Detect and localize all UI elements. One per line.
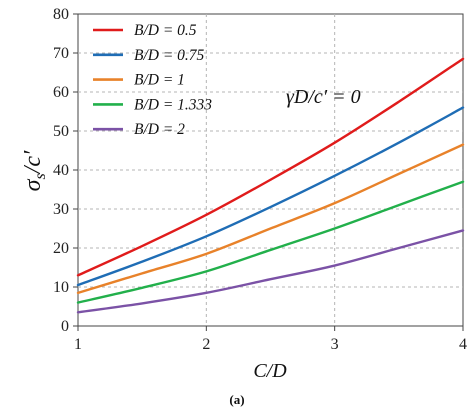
x-tick-label-3: 4 — [459, 336, 467, 353]
x-tick-label-0: 1 — [74, 336, 82, 353]
series-line-1 — [76, 106, 465, 287]
y-tick-label-1: 10 — [53, 279, 69, 296]
legend-label-3: B/D = 1.333 — [134, 96, 212, 113]
y-tick-label-5: 50 — [53, 123, 69, 140]
annotation: γD/c′ = 0 — [286, 86, 361, 108]
figure-caption: (a) — [229, 392, 244, 407]
y-tick-label-8: 80 — [53, 6, 69, 23]
x-axis-title: C/D — [253, 360, 287, 382]
series-lines — [76, 57, 465, 314]
x-tick-label-2: 3 — [331, 336, 339, 353]
y-tick-label-4: 40 — [53, 162, 69, 179]
series-line-3 — [76, 180, 465, 304]
legend-label-0: B/D = 0.5 — [134, 22, 197, 39]
y-tick-label-3: 30 — [53, 201, 69, 218]
y-axis-title: σs/c′ — [20, 150, 49, 191]
y-tick-label-7: 70 — [53, 45, 69, 62]
x-tick-label-1: 2 — [202, 336, 210, 353]
legend-label-1: B/D = 0.75 — [134, 47, 205, 64]
legend-label-4: B/D = 2 — [134, 121, 185, 138]
y-axis-ticks: 0 10 20 30 40 50 60 70 80 — [53, 6, 78, 335]
y-tick-label-0: 0 — [61, 318, 69, 335]
x-axis-ticks: 1 2 3 4 — [74, 326, 467, 353]
legend: B/D = 0.5 B/D = 0.75 B/D = 1 B/D = 1.333 B/D… — [93, 22, 212, 138]
series-line-2 — [76, 143, 465, 295]
legend-label-2: B/D = 1 — [134, 72, 185, 89]
y-tick-label-6: 60 — [53, 84, 69, 101]
y-tick-label-2: 20 — [53, 240, 69, 257]
series-line-0 — [76, 57, 465, 277]
series-line-4 — [76, 229, 465, 314]
grid-lines — [78, 14, 463, 326]
